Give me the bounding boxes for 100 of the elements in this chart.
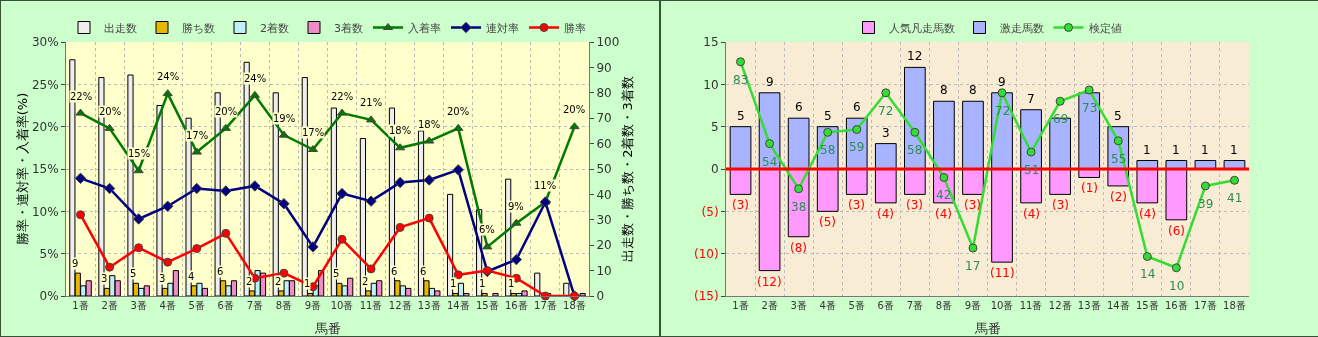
- y-tick-label: 30%: [31, 35, 59, 50]
- data-label: (3): [906, 198, 923, 212]
- y2-tick-label: 60: [596, 136, 612, 151]
- data-label: 1: [479, 278, 486, 289]
- data-label: (4): [1139, 207, 1156, 221]
- y2-tick-label: 90: [596, 60, 612, 75]
- x-tick-label: 18番: [563, 300, 586, 311]
- y2-tick-label: 40: [596, 187, 612, 202]
- x-tick-label: 14番: [446, 300, 470, 311]
- x-axis-title: 馬番: [313, 321, 341, 336]
- data-label: 7: [1027, 92, 1035, 106]
- data-label: 24%: [244, 73, 267, 84]
- y-tick-label: 10: [703, 77, 719, 92]
- legend-label: 激走馬数: [999, 21, 1044, 35]
- x-tick-label: 4番: [819, 300, 836, 311]
- data-label: 5: [737, 109, 745, 123]
- data-label: 20%: [563, 104, 586, 115]
- x-tick-label: 2番: [101, 300, 118, 311]
- data-label: 38: [791, 200, 807, 214]
- y-tick-label: 0%: [39, 289, 59, 304]
- data-label: 1: [450, 278, 457, 289]
- legend-label: 勝率: [564, 21, 586, 35]
- data-label: 5: [333, 268, 340, 279]
- y-tick-label: 5: [710, 119, 719, 134]
- legend-label: 人気凡走馬数: [888, 21, 955, 35]
- data-label: (3): [1052, 198, 1069, 212]
- data-label: 3: [882, 126, 890, 140]
- data-label: 10: [1169, 279, 1185, 293]
- data-label: 11%: [534, 180, 557, 191]
- data-label: 39: [1198, 197, 1214, 211]
- y2-tick-label: 100: [596, 35, 620, 50]
- data-label: 12: [907, 49, 923, 63]
- data-label: 21%: [360, 97, 383, 108]
- legend-label: 検定値: [1088, 21, 1122, 35]
- data-label: 72: [878, 104, 894, 118]
- y2-tick-label: 70: [596, 111, 612, 126]
- legend-label: 連対率: [486, 21, 519, 35]
- x-tick-label: 5番: [848, 300, 865, 311]
- data-label: (3): [964, 198, 981, 212]
- x-tick-label: 15番: [475, 300, 499, 311]
- x-tick-label: 18番: [1223, 300, 1246, 311]
- y-tick-label: 20%: [31, 119, 59, 134]
- data-label: (4): [935, 207, 952, 221]
- data-label: 58: [907, 143, 923, 157]
- data-label: (8): [790, 241, 807, 255]
- data-label: (2): [1110, 190, 1127, 204]
- x-tick-label: 2番: [761, 300, 778, 311]
- x-tick-label: 9番: [964, 300, 982, 311]
- x-tick-label: 17番: [1194, 300, 1217, 311]
- y-tick-label: 10%: [31, 204, 59, 219]
- data-label: 9: [766, 75, 774, 89]
- y2-axis-title: 出走数・勝ち数・2着数・3着数: [619, 76, 635, 262]
- legend-label: 2着数: [260, 21, 289, 35]
- data-label: 4: [188, 271, 195, 282]
- x-tick-label: 7番: [246, 300, 264, 311]
- x-axis-title: 馬番: [973, 321, 1001, 336]
- y-tick-label: 5%: [39, 246, 59, 261]
- data-label: 6: [217, 266, 224, 277]
- data-label: 6: [391, 266, 398, 277]
- x-tick-label: 8番: [275, 300, 293, 311]
- data-label: 20%: [447, 106, 470, 117]
- data-label: 9: [998, 75, 1006, 89]
- data-label: (4): [877, 207, 894, 221]
- data-label: 5: [824, 109, 832, 123]
- data-label: (11): [990, 266, 1015, 280]
- y2-tick-label: 50: [596, 162, 612, 177]
- data-label: 9%: [508, 201, 524, 212]
- x-tick-label: 13番: [417, 300, 441, 311]
- data-label: 17: [965, 259, 981, 273]
- x-tick-label: 3番: [790, 300, 807, 311]
- data-label: 3: [159, 273, 166, 284]
- data-label: 18%: [418, 119, 441, 130]
- data-label: 20%: [215, 106, 238, 117]
- data-label: 5: [1114, 109, 1122, 123]
- data-label: 42: [936, 188, 952, 202]
- x-tick-label: 6番: [217, 300, 234, 311]
- data-label: 6: [853, 100, 861, 114]
- y2-tick-label: 80: [596, 86, 612, 100]
- legend-label: 入着率: [408, 21, 441, 35]
- y-tick-label: 0: [710, 162, 719, 177]
- x-tick-label: 1番: [72, 300, 89, 311]
- x-tick-label: 8番: [935, 300, 953, 311]
- x-tick-label: 10番: [330, 300, 354, 311]
- data-label: 22%: [331, 91, 354, 102]
- data-label: 2: [275, 276, 282, 287]
- data-label: (12): [757, 275, 782, 289]
- x-tick-label: 16番: [1164, 300, 1188, 311]
- y-tick-label: 15%: [31, 162, 59, 177]
- data-label: (1): [1081, 181, 1098, 195]
- x-tick-label: 13番: [1077, 300, 1101, 311]
- data-label: 9: [72, 258, 79, 269]
- data-label: (6): [1168, 224, 1185, 238]
- data-label: 41: [1227, 191, 1243, 205]
- data-label: 22%: [70, 91, 93, 102]
- x-tick-label: 6番: [877, 300, 894, 311]
- data-label: 18%: [389, 125, 412, 136]
- x-tick-label: 7番: [906, 300, 924, 311]
- data-label: 8: [969, 83, 977, 97]
- x-tick-label: 3番: [130, 300, 147, 311]
- x-tick-label: 14番: [1106, 300, 1130, 311]
